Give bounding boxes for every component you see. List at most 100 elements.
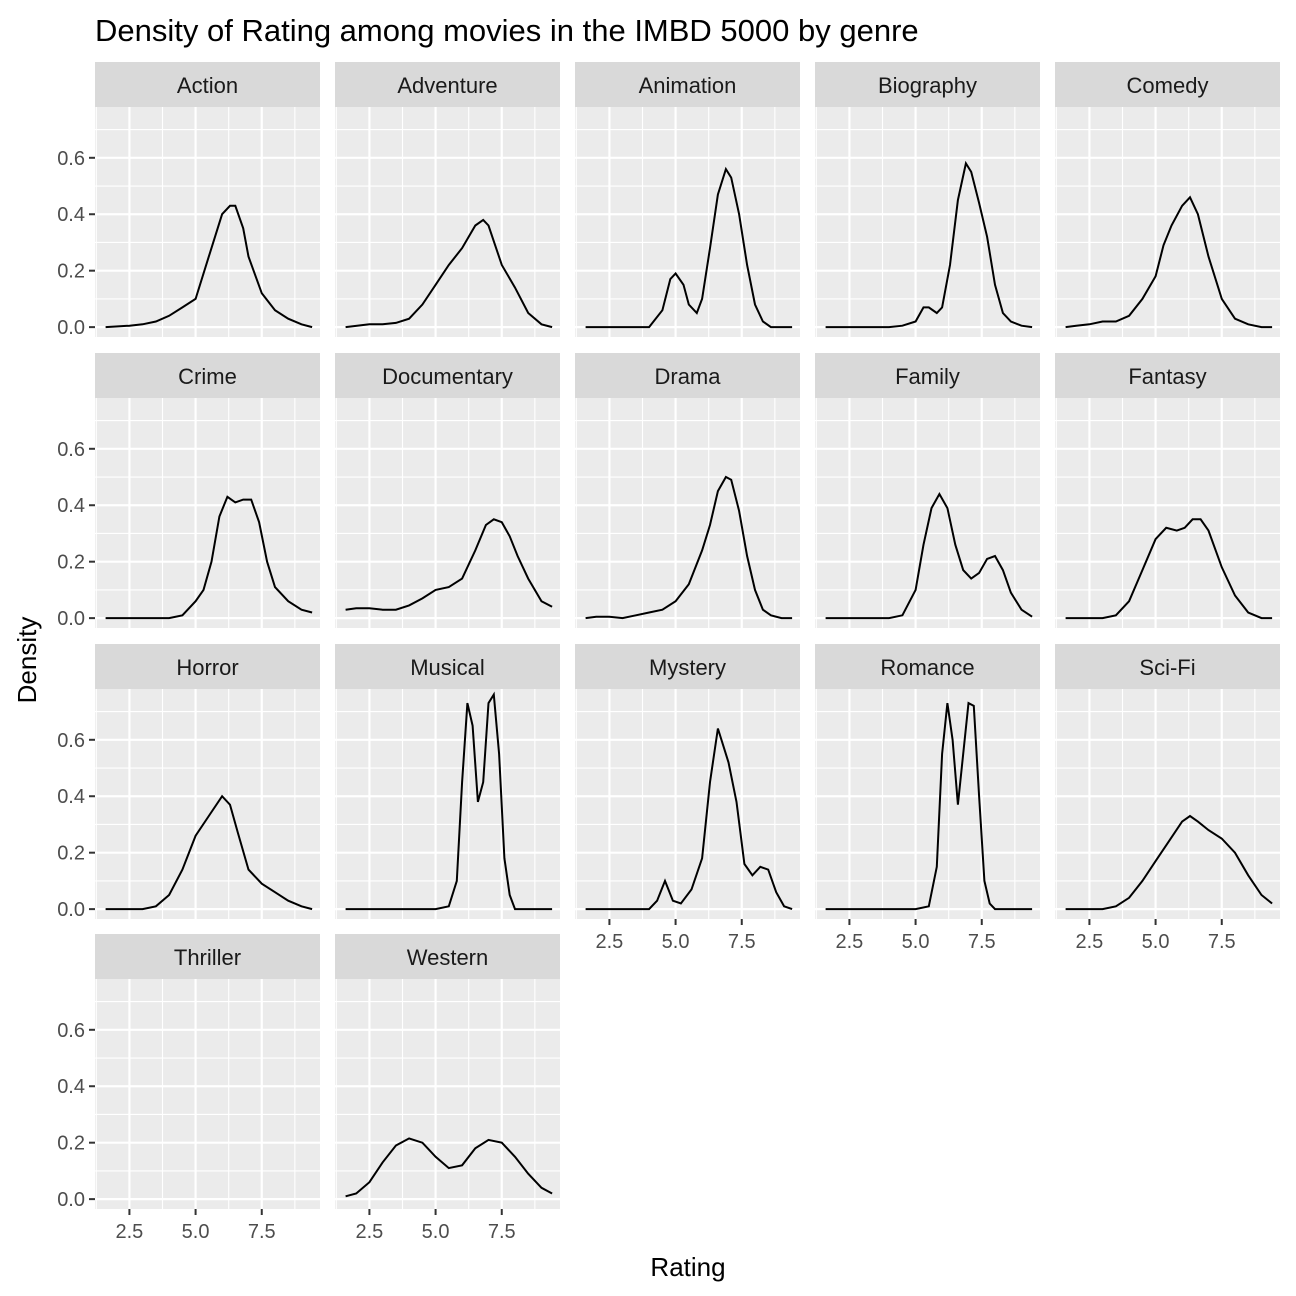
y-tick-label: 0.0 <box>57 608 85 630</box>
chart-title: Density of Rating among movies in the IM… <box>95 13 919 48</box>
density-line-drama <box>585 475 793 620</box>
x-tick-label: 2.5 <box>116 1221 144 1243</box>
y-tick-label: 0.0 <box>57 317 85 339</box>
facet-panel-adventure: Adventure <box>335 62 560 337</box>
facet-panel-sci-fi: Sci-Fi 2.5 5.0 7.5 <box>1055 644 1280 953</box>
facet-panel-comedy: Comedy <box>1055 62 1280 337</box>
facet-strip-label: Action <box>177 73 238 98</box>
y-tick-label: 0.0 <box>57 899 85 921</box>
facet-strip <box>95 644 320 689</box>
facet-strip <box>1055 62 1280 107</box>
facet-panel-mystery: Mystery 2.5 5.0 7.5 <box>575 644 800 953</box>
density-line-romance <box>825 701 1033 911</box>
density-line-musical <box>345 691 553 911</box>
facet-panel-horror: Horror 0.0 0.2 0.4 0.6 <box>57 644 320 921</box>
facet-strip-label: Comedy <box>1127 73 1209 98</box>
facet-panel-action: Action 0.0 0.2 0.4 0.6 <box>57 62 320 339</box>
facet-strip <box>575 353 800 398</box>
y-tick-label: 0.6 <box>57 730 85 752</box>
y-tick-label: 0.2 <box>57 843 85 865</box>
x-tick-label: 2.5 <box>1076 931 1104 953</box>
x-tick-label: 7.5 <box>1208 931 1236 953</box>
density-line-mystery <box>585 728 793 911</box>
x-tick-label: 7.5 <box>248 1221 276 1243</box>
facet-strip-label: Adventure <box>397 73 497 98</box>
facet-strip <box>575 644 800 689</box>
y-tick-label: 0.2 <box>57 1133 85 1155</box>
y-tick-label: 0.6 <box>57 439 85 461</box>
x-tick-label: 5.0 <box>902 931 930 953</box>
x-tick-label: 5.0 <box>1142 931 1170 953</box>
y-tick-label: 0.2 <box>57 552 85 574</box>
facet-strip <box>1055 353 1280 398</box>
facet-strip-label: Western <box>407 945 489 970</box>
x-tick-label: 2.5 <box>836 931 864 953</box>
density-line-documentary <box>345 518 553 611</box>
facet-panel-fantasy: Fantasy <box>1055 353 1280 628</box>
facet-panel-crime: Crime 0.0 0.2 0.4 0.6 <box>57 353 320 630</box>
facet-strip-label: Horror <box>176 655 238 680</box>
facet-panel-romance: Romance 2.5 5.0 7.5 <box>815 644 1040 953</box>
y-tick-label: 0.2 <box>57 261 85 283</box>
facet-strip <box>95 353 320 398</box>
density-line-comedy <box>1065 195 1273 329</box>
x-tick-label: 2.5 <box>356 1221 384 1243</box>
y-tick-label: 0.6 <box>57 1020 85 1042</box>
y-axis-title: Density <box>12 617 42 704</box>
facet-panel-biography: Biography <box>815 62 1040 337</box>
facet-strip-label: Mystery <box>649 655 726 680</box>
x-tick-label: 5.0 <box>662 931 690 953</box>
x-tick-label: 7.5 <box>728 931 756 953</box>
facet-strip <box>95 934 320 979</box>
facet-strip <box>815 644 1040 689</box>
facet-strip-label: Crime <box>178 364 237 389</box>
facet-strip <box>575 62 800 107</box>
facet-strip <box>815 62 1040 107</box>
y-tick-label: 0.4 <box>57 495 85 517</box>
x-tick-label: 2.5 <box>596 931 624 953</box>
density-line-fantasy <box>1065 518 1273 620</box>
facet-strip-label: Biography <box>878 73 977 98</box>
facet-panel-musical: Musical <box>335 644 560 919</box>
facet-panel-animation: Animation <box>575 62 800 337</box>
facet-strip-label: Drama <box>654 364 721 389</box>
facet-panel-thriller: Thriller 0.0 0.2 0.4 0.6 2.5 5.0 7.5 <box>57 934 320 1243</box>
x-tick-label: 7.5 <box>968 931 996 953</box>
density-line-biography <box>825 160 1033 329</box>
facet-strip-label: Fantasy <box>1128 364 1206 389</box>
facet-strip-label: Animation <box>639 73 737 98</box>
x-tick-label: 5.0 <box>422 1221 450 1243</box>
facet-strip <box>335 934 560 979</box>
facet-strip <box>1055 644 1280 689</box>
y-tick-label: 0.6 <box>57 148 85 170</box>
density-line-horror <box>105 794 313 911</box>
density-line-western <box>345 1137 553 1198</box>
facet-strip-label: Romance <box>880 655 974 680</box>
facet-strip <box>815 353 1040 398</box>
facet-strip <box>95 62 320 107</box>
facet-strip-label: Documentary <box>382 364 513 389</box>
facet-panels: Action 0.0 0.2 0.4 0.6 Adventure Animation Biog… <box>57 62 1280 1243</box>
density-line-animation <box>585 166 793 329</box>
density-line-crime <box>105 495 313 620</box>
y-tick-label: 0.4 <box>57 1076 85 1098</box>
facet-strip-label: Thriller <box>174 945 241 970</box>
facet-strip-label: Musical <box>410 655 485 680</box>
facet-panel-drama: Drama <box>575 353 800 628</box>
facet-panel-family: Family <box>815 353 1040 628</box>
density-line-family <box>825 491 1033 620</box>
density-line-sci-fi <box>1065 814 1273 911</box>
facet-strip <box>335 644 560 689</box>
facet-strip-label: Family <box>895 364 960 389</box>
y-tick-label: 0.0 <box>57 1189 85 1211</box>
facet-strip-label: Sci-Fi <box>1139 655 1195 680</box>
x-axis-title: Rating <box>650 1252 725 1282</box>
facet-panel-western: Western 2.5 5.0 7.5 <box>335 934 560 1243</box>
facet-panel-documentary: Documentary <box>335 353 560 628</box>
x-tick-label: 5.0 <box>182 1221 210 1243</box>
facet-strip <box>335 353 560 398</box>
y-tick-label: 0.4 <box>57 786 85 808</box>
y-tick-label: 0.4 <box>57 204 85 226</box>
facet-strip <box>335 62 560 107</box>
